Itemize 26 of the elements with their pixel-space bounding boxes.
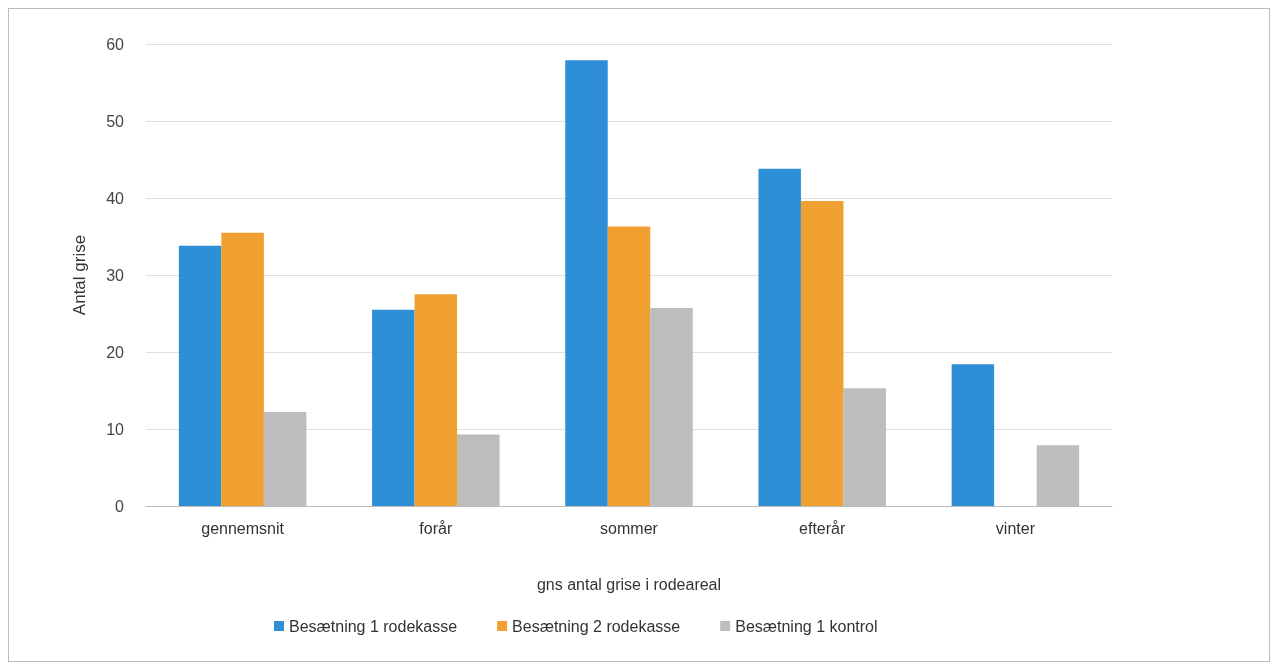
x-tick-label: gennemsnit <box>201 519 285 537</box>
x-tick-label: sommer <box>600 519 659 537</box>
y-axis-title: Antal grise <box>70 234 89 316</box>
bar <box>758 168 801 506</box>
y-tick-label: 40 <box>106 189 125 207</box>
legend-label: Besætning 2 rodekasse <box>512 617 681 635</box>
bar <box>800 201 844 506</box>
bar <box>414 294 458 506</box>
y-tick-label: 0 <box>115 497 125 515</box>
bar <box>565 60 608 506</box>
bar <box>372 309 415 506</box>
y-tick-label: 30 <box>106 266 125 284</box>
bar <box>951 364 995 506</box>
y-tick-label: 20 <box>106 343 125 361</box>
x-tick-label: forår <box>419 519 453 537</box>
y-tick-label: 60 <box>106 35 125 53</box>
x-tick-label: efterår <box>799 519 846 537</box>
legend-label: Besætning 1 rodekasse <box>289 617 458 635</box>
x-axis-title: gns antal grise i rodeareal <box>536 575 722 593</box>
y-tick-label: 10 <box>106 420 125 438</box>
x-tick-label: vinter <box>995 519 1036 537</box>
legend-label: Besætning 1 kontrol <box>735 617 878 635</box>
bar <box>178 245 222 506</box>
bar <box>607 226 651 506</box>
y-tick-label: 50 <box>106 112 125 130</box>
bar <box>221 232 264 506</box>
